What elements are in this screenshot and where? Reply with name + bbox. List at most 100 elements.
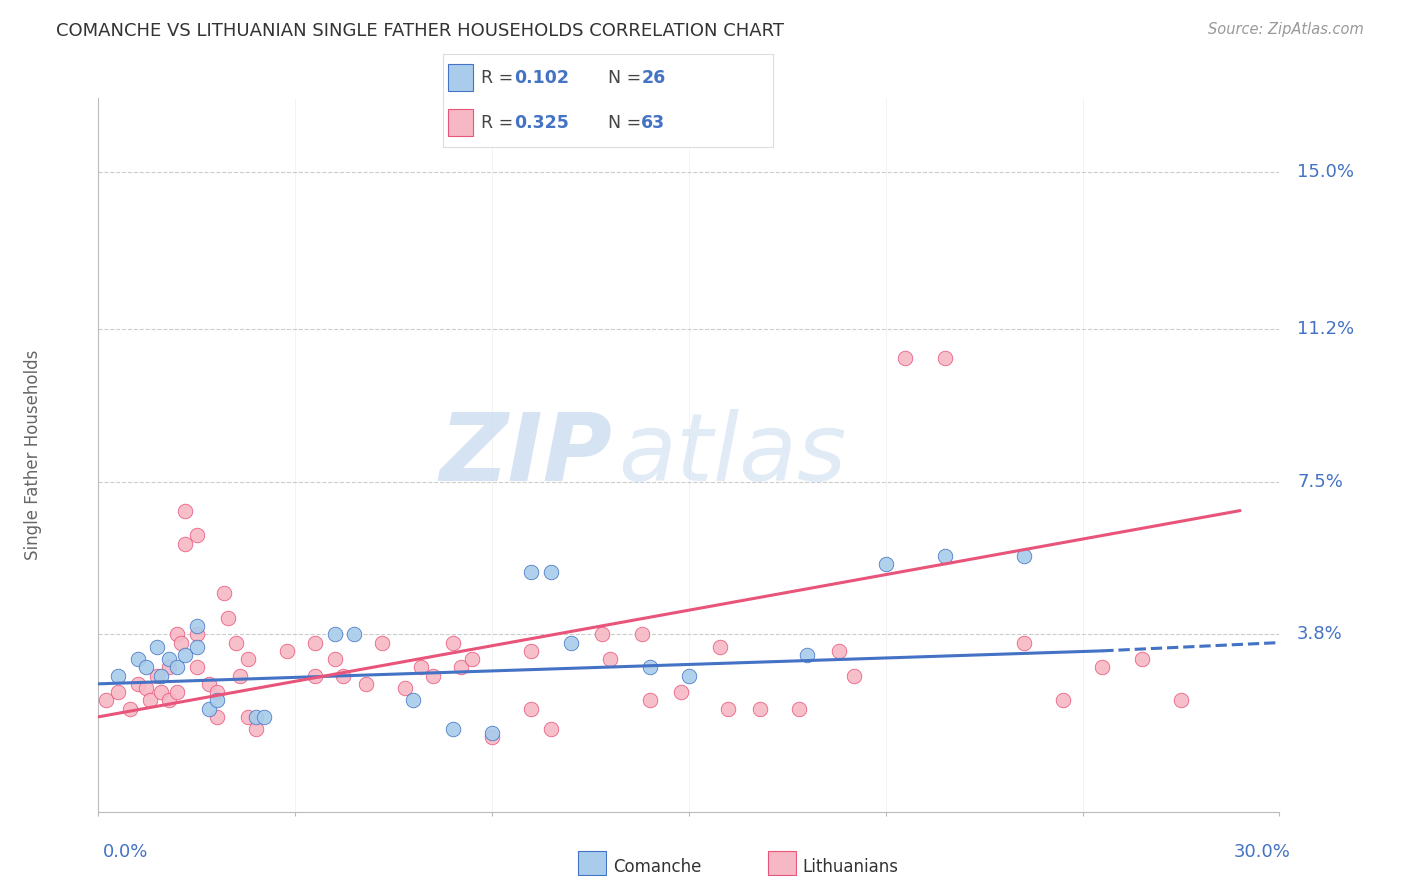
Text: 11.2%: 11.2% — [1298, 320, 1354, 338]
Point — [205, 685, 228, 699]
FancyBboxPatch shape — [578, 851, 606, 874]
Point — [205, 693, 228, 707]
Point — [225, 635, 247, 649]
Point — [560, 635, 582, 649]
Point — [599, 652, 621, 666]
Text: 3.8%: 3.8% — [1298, 625, 1343, 643]
Point — [934, 549, 956, 563]
Text: Source: ZipAtlas.com: Source: ZipAtlas.com — [1208, 22, 1364, 37]
Point — [135, 660, 157, 674]
Point — [166, 685, 188, 699]
FancyBboxPatch shape — [768, 851, 796, 874]
Point — [174, 503, 197, 517]
Point — [186, 627, 208, 641]
Point — [394, 681, 416, 695]
Point — [540, 723, 562, 737]
Point — [118, 701, 141, 715]
Point — [127, 652, 149, 666]
Point — [1052, 693, 1074, 707]
Point — [520, 701, 543, 715]
Text: R =: R = — [481, 69, 519, 87]
Point — [411, 660, 433, 674]
Text: 0.0%: 0.0% — [103, 843, 148, 861]
Point — [461, 652, 484, 666]
Text: Comanche: Comanche — [613, 858, 702, 876]
Point — [186, 640, 208, 654]
Point — [146, 668, 169, 682]
Point — [441, 635, 464, 649]
Text: 26: 26 — [641, 69, 665, 87]
Point — [245, 723, 267, 737]
Point — [217, 611, 239, 625]
Point — [787, 701, 810, 715]
Point — [343, 627, 366, 641]
Point — [638, 660, 661, 674]
Point — [934, 351, 956, 365]
Point — [166, 627, 188, 641]
Point — [875, 558, 897, 572]
Point — [540, 566, 562, 580]
Point — [678, 668, 700, 682]
Point — [354, 677, 377, 691]
Point — [520, 566, 543, 580]
Point — [422, 668, 444, 682]
Point — [186, 619, 208, 633]
Text: Single Father Households: Single Father Households — [24, 350, 42, 560]
Point — [638, 693, 661, 707]
Point — [323, 652, 346, 666]
Point — [796, 648, 818, 662]
Point — [166, 660, 188, 674]
Text: 63: 63 — [641, 113, 665, 132]
Point — [1170, 693, 1192, 707]
Point — [197, 701, 219, 715]
Point — [253, 710, 276, 724]
Text: COMANCHE VS LITHUANIAN SINGLE FATHER HOUSEHOLDS CORRELATION CHART: COMANCHE VS LITHUANIAN SINGLE FATHER HOU… — [56, 22, 785, 40]
FancyBboxPatch shape — [449, 110, 472, 136]
Point — [1091, 660, 1114, 674]
Point — [304, 668, 326, 682]
Point — [304, 635, 326, 649]
Point — [174, 536, 197, 550]
Point — [157, 660, 180, 674]
Point — [520, 644, 543, 658]
Point — [630, 627, 652, 641]
Point — [186, 660, 208, 674]
Point — [1012, 549, 1035, 563]
Point — [844, 668, 866, 682]
Point — [236, 710, 259, 724]
Point — [709, 640, 731, 654]
Point — [1130, 652, 1153, 666]
Text: ZIP: ZIP — [439, 409, 612, 501]
Point — [205, 710, 228, 724]
Text: 7.5%: 7.5% — [1298, 473, 1343, 491]
Point — [748, 701, 770, 715]
Point — [481, 731, 503, 745]
FancyBboxPatch shape — [449, 64, 472, 91]
Point — [146, 640, 169, 654]
Point — [450, 660, 472, 674]
Point — [441, 723, 464, 737]
Text: 30.0%: 30.0% — [1234, 843, 1291, 861]
Point — [371, 635, 394, 649]
Point — [276, 644, 298, 658]
Point — [157, 652, 180, 666]
Text: R =: R = — [481, 113, 519, 132]
Point — [402, 693, 425, 707]
Point — [214, 586, 236, 600]
Point — [107, 668, 129, 682]
Point — [107, 685, 129, 699]
Point — [332, 668, 354, 682]
Point — [135, 681, 157, 695]
Text: 0.325: 0.325 — [515, 113, 569, 132]
Point — [150, 668, 173, 682]
Point — [894, 351, 917, 365]
Point — [96, 693, 118, 707]
Point — [481, 726, 503, 740]
Text: 0.102: 0.102 — [515, 69, 569, 87]
Point — [323, 627, 346, 641]
Text: atlas: atlas — [619, 409, 846, 500]
Point — [186, 528, 208, 542]
Point — [591, 627, 613, 641]
Point — [170, 635, 193, 649]
Point — [229, 668, 252, 682]
